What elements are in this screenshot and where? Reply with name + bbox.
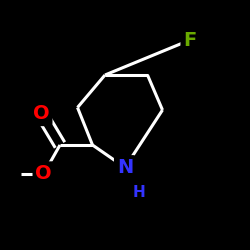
Text: O: O bbox=[36, 164, 52, 183]
Text: H: H bbox=[132, 185, 145, 200]
Text: F: F bbox=[184, 30, 196, 50]
Text: N: N bbox=[117, 158, 133, 177]
Text: O: O bbox=[33, 104, 50, 123]
